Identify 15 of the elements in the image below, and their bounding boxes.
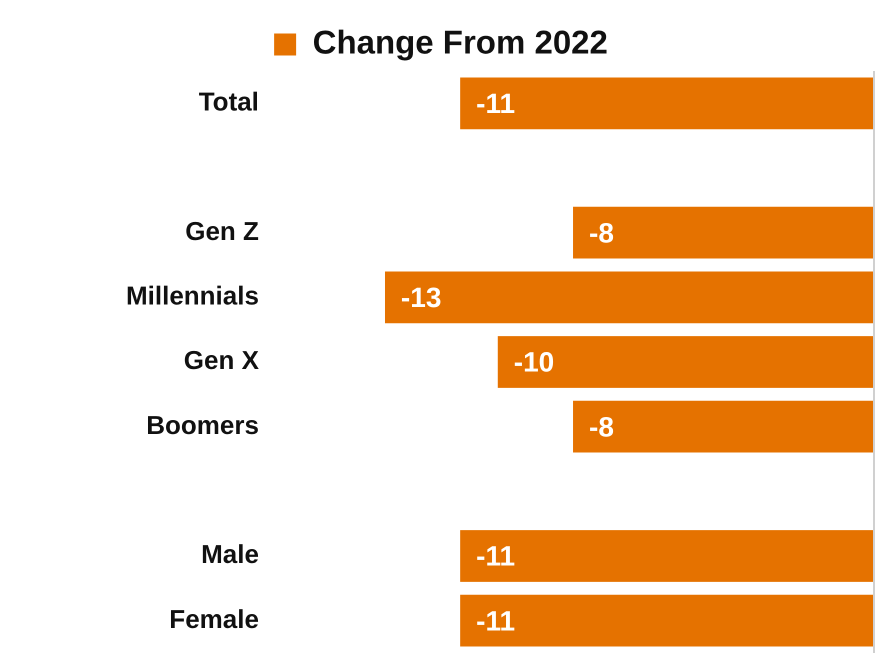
y-tick-label: Female [169,604,259,634]
data-label: -13 [400,282,442,314]
data-label: -8 [589,411,614,442]
y-tick-label: Boomers [146,410,259,440]
y-tick-label: Gen X [184,345,260,376]
data-label: -11 [476,540,516,572]
y-tick-label: Total [198,86,259,117]
y-tick-label: Gen Z [185,216,260,246]
data-label: -11 [476,605,516,636]
legend-label: Change From 2022 [312,24,608,61]
data-label: -11 [476,88,516,120]
y-tick-label: Male [201,539,259,570]
y-tick-label: Millennials [126,280,259,311]
data-label: -8 [589,217,614,248]
data-label: -10 [514,346,554,378]
